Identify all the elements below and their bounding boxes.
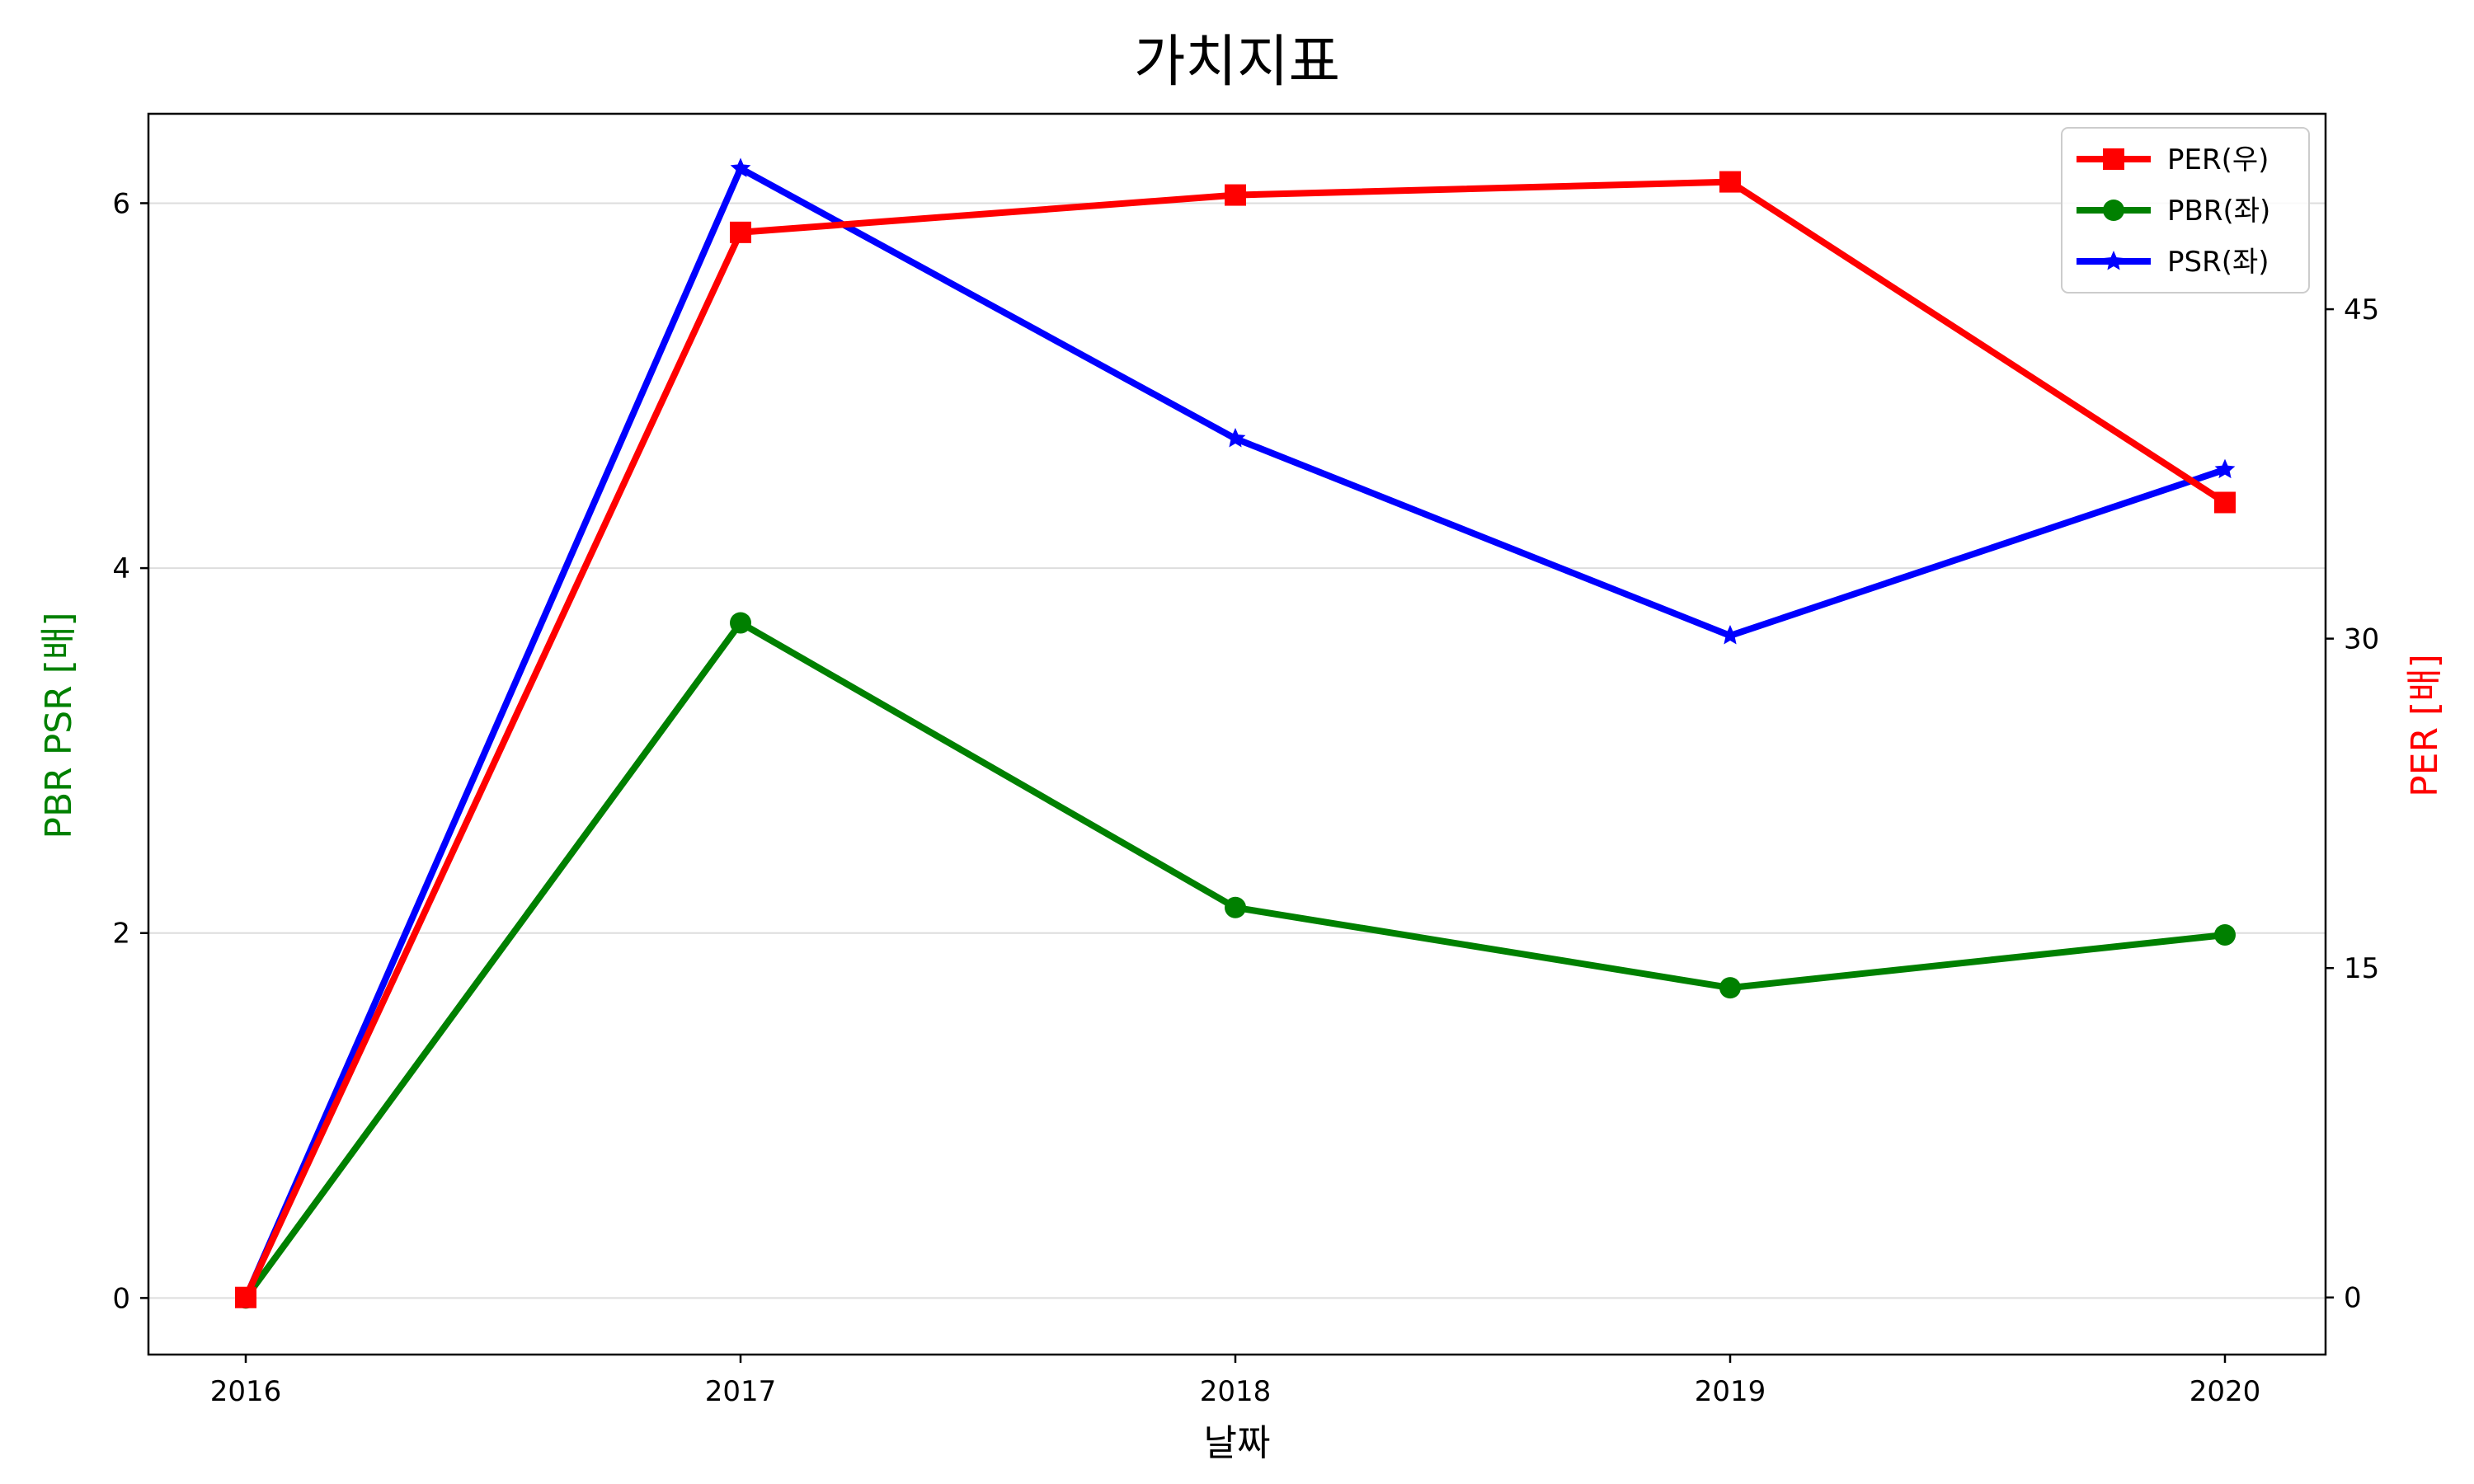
per-data-point [1719,171,1741,193]
pbr-series-line [242,619,2226,1300]
per-series-line [242,178,2227,1299]
per-data-point [1225,184,1246,206]
series-layer [235,157,2236,1309]
chart-title: 가치지표 [1134,30,1340,95]
x-tick-label: 2016 [210,1375,282,1408]
right-tick-label: 45 [2344,294,2379,326]
pbr-legend-marker [2103,200,2124,221]
x-axis-title: 날짜 [1204,1422,1271,1464]
grid-layer [148,202,2326,1299]
right-tick-label: 30 [2344,623,2379,656]
pbr-data-point [1225,896,1246,918]
pbr-data-point [1719,977,1741,999]
axis-layer: 0 2 4 6 0 15 30 45 2016 2017 2018 2019 2020 [112,187,2379,1408]
x-tick-label: 2020 [2189,1375,2261,1408]
psr-data-point [1225,428,1246,448]
pbr-data-point [2214,923,2236,946]
x-tick-label: 2019 [1695,1375,1766,1408]
left-axis-title: PBR PSR [배] [38,612,80,838]
per-data-point [235,1286,256,1308]
left-tick-label: 2 [112,918,130,951]
x-tick-label: 2018 [1200,1375,1272,1408]
plot-frame [147,112,2327,1356]
per-legend-label: PER(우) [2167,143,2269,176]
psr-series-line [242,165,2227,1300]
left-tick-label: 0 [112,1282,130,1315]
psr-data-point [730,157,751,177]
per-data-point [730,221,751,243]
psr-data-point [2214,458,2236,479]
pbr-data-point [730,612,751,634]
right-tick-label: 0 [2344,1282,2362,1315]
psr-data-point [1719,625,1741,645]
pbr-legend-label: PBR(좌) [2167,195,2270,228]
left-tick-label: 6 [112,187,130,220]
per-data-point [2214,491,2236,514]
x-tick-label: 2017 [705,1375,777,1408]
psr-legend-label: PSR(좌) [2167,246,2269,279]
left-tick-label: 4 [112,552,130,585]
right-tick-label: 15 [2344,952,2379,985]
per-legend-marker [2103,148,2124,170]
legend: PER(우) PBR(좌) PSR(좌) [2061,127,2310,294]
psr-legend-marker [2103,251,2124,270]
right-axis-title: PER [배] [2404,654,2446,797]
